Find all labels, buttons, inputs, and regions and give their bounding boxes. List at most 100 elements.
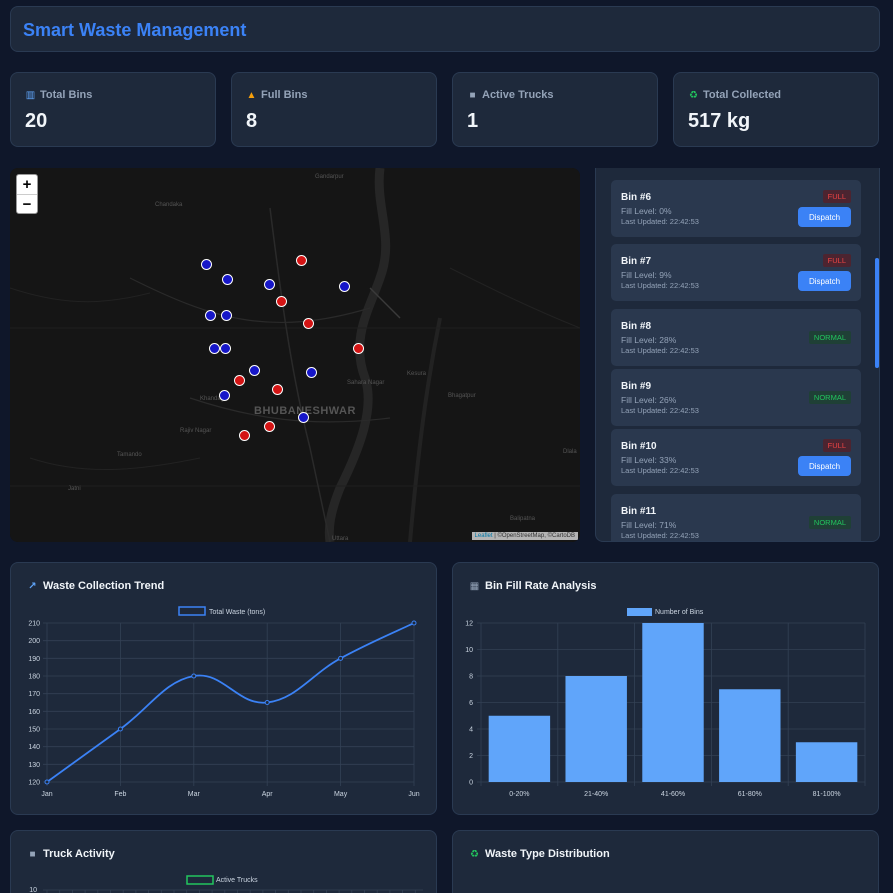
data-point bbox=[338, 655, 344, 661]
bin-marker[interactable] bbox=[249, 365, 260, 376]
stat-card-active-trucks: ■ Active Trucks 1 bbox=[452, 72, 658, 147]
legend-swatch bbox=[627, 608, 652, 616]
stat-card-full-bins: ▲ Full Bins 8 bbox=[231, 72, 437, 147]
bin-last-updated: Last Updated: 22:42:53 bbox=[621, 466, 699, 475]
bin-marker[interactable] bbox=[296, 255, 307, 266]
bar bbox=[488, 715, 551, 782]
bin-marker[interactable] bbox=[303, 318, 314, 329]
stat-value: 20 bbox=[25, 110, 48, 132]
y-tick-label: 130 bbox=[28, 762, 40, 769]
status-badge: NORMAL bbox=[808, 391, 851, 404]
trash-icon: ▦ bbox=[469, 580, 480, 592]
bin-marker[interactable] bbox=[222, 274, 233, 285]
waste-trend-card: ↗ Waste Collection Trend 120 130 140 150 160 1… bbox=[10, 562, 437, 815]
y-tick-label: 170 bbox=[28, 691, 40, 698]
leaflet-link[interactable]: Leaflet bbox=[474, 533, 493, 539]
x-tick-label: May bbox=[334, 791, 348, 798]
bin-marker[interactable] bbox=[221, 310, 232, 321]
bin-marker[interactable] bbox=[264, 421, 275, 432]
x-tick-label: 0-20% bbox=[509, 791, 529, 798]
bar bbox=[719, 689, 781, 782]
bin-marker[interactable] bbox=[220, 343, 231, 354]
bin-marker[interactable] bbox=[209, 343, 220, 354]
bin-fill-level: Fill Level: 0% bbox=[621, 206, 672, 216]
waste-type-card: ♻ Waste Type Distribution bbox=[452, 830, 879, 893]
legend-label: Active Trucks bbox=[216, 877, 258, 884]
bin-item: Bin #8 Fill Level: 28% Last Updated: 22:… bbox=[611, 309, 861, 366]
y-tick-label: 210 bbox=[28, 621, 40, 628]
bin-item: Bin #6 Fill Level: 0% Last Updated: 22:4… bbox=[611, 180, 861, 237]
dispatch-button[interactable]: Dispatch bbox=[798, 456, 851, 476]
bin-last-updated: Last Updated: 22:42:53 bbox=[621, 281, 699, 290]
bin-name: Bin #8 bbox=[621, 321, 652, 332]
x-tick-label: Feb bbox=[114, 791, 126, 798]
truck-activity-chart: Active Trucks 10 bbox=[29, 875, 423, 893]
bin-item: Bin #10 Fill Level: 33% Last Updated: 22… bbox=[611, 429, 861, 486]
bin-marker[interactable] bbox=[219, 390, 230, 401]
bin-marker[interactable] bbox=[239, 430, 250, 441]
x-tick-label: 21-40% bbox=[584, 791, 608, 798]
bin-marker[interactable] bbox=[201, 259, 212, 270]
chart-title: Bin Fill Rate Analysis bbox=[485, 580, 597, 592]
y-tick-label: 8 bbox=[469, 674, 473, 681]
map-place-label: Tamando bbox=[117, 452, 142, 458]
bin-last-updated: Last Updated: 22:42:53 bbox=[621, 217, 699, 226]
bin-marker[interactable] bbox=[339, 281, 350, 292]
zoom-out-button[interactable]: − bbox=[17, 194, 37, 213]
map-place-label: Rajiv Nagar bbox=[180, 428, 212, 434]
map-place-label: Gandarpur bbox=[315, 174, 344, 180]
y-tick-label: 0 bbox=[469, 780, 473, 787]
panel-scrollbar[interactable] bbox=[875, 258, 879, 368]
bin-fill-level: Fill Level: 26% bbox=[621, 395, 677, 405]
map-place-label: Uttara bbox=[332, 536, 349, 542]
warning-icon: ▲ bbox=[246, 89, 257, 101]
bin-map[interactable]: + − BHUBANESHWAR Gandarpur Chandaka Raji… bbox=[10, 168, 580, 542]
dispatch-button[interactable]: Dispatch bbox=[798, 207, 851, 227]
map-place-label: Sahara Nagar bbox=[347, 380, 385, 386]
y-tick-label: 120 bbox=[28, 780, 40, 787]
zoom-control: + − bbox=[16, 174, 38, 214]
map-place-label: Dlala bbox=[563, 449, 577, 455]
bin-item: Bin #9 Fill Level: 26% Last Updated: 22:… bbox=[611, 369, 861, 426]
y-tick-label: 2 bbox=[469, 753, 473, 760]
map-tiles bbox=[10, 168, 580, 542]
x-tick-label: 61-80% bbox=[738, 791, 762, 798]
bin-marker[interactable] bbox=[306, 367, 317, 378]
status-badge: NORMAL bbox=[808, 516, 851, 529]
zoom-in-button[interactable]: + bbox=[22, 176, 32, 193]
status-badge: FULL bbox=[822, 439, 851, 452]
bar bbox=[642, 623, 704, 782]
map-place-label: Bhagatpur bbox=[448, 393, 476, 399]
bin-fill-level: Fill Level: 28% bbox=[621, 335, 677, 345]
y-tick-label: 160 bbox=[28, 709, 40, 716]
data-point bbox=[191, 673, 197, 679]
bin-last-updated: Last Updated: 22:42:53 bbox=[621, 406, 699, 415]
y-tick-label: 10 bbox=[29, 887, 37, 893]
bin-last-updated: Last Updated: 22:42:53 bbox=[621, 531, 699, 540]
dispatch-button[interactable]: Dispatch bbox=[798, 271, 851, 291]
y-tick-label: 190 bbox=[28, 656, 40, 663]
y-tick-label: 6 bbox=[469, 700, 473, 707]
map-place-label: Kesura bbox=[407, 371, 427, 377]
bin-marker[interactable] bbox=[234, 375, 245, 386]
y-tick-label: 4 bbox=[469, 727, 473, 734]
status-badge: FULL bbox=[822, 190, 851, 203]
data-point bbox=[411, 620, 417, 626]
recycle-icon: ♻ bbox=[470, 848, 479, 860]
bin-list-panel[interactable]: Bin #6 Fill Level: 0% Last Updated: 22:4… bbox=[595, 168, 880, 542]
stat-value: 1 bbox=[467, 110, 479, 132]
bin-name: Bin #6 bbox=[621, 192, 652, 203]
map-city-label: BHUBANESHWAR bbox=[254, 405, 356, 417]
map-attribution: Leaflet | ©OpenStreetMap, ©CartoDB bbox=[471, 532, 578, 540]
bin-name: Bin #10 bbox=[621, 441, 657, 452]
legend-label: Number of Bins bbox=[655, 609, 704, 616]
bin-marker[interactable] bbox=[272, 384, 283, 395]
bin-marker[interactable] bbox=[205, 310, 216, 321]
bin-marker[interactable] bbox=[353, 343, 364, 354]
bin-marker[interactable] bbox=[264, 279, 275, 290]
app-title: Smart Waste Management bbox=[23, 20, 247, 40]
series-line bbox=[46, 622, 415, 783]
map-place-label: Khandagiri bbox=[200, 396, 229, 402]
bin-marker[interactable] bbox=[298, 412, 309, 423]
bin-marker[interactable] bbox=[276, 296, 287, 307]
